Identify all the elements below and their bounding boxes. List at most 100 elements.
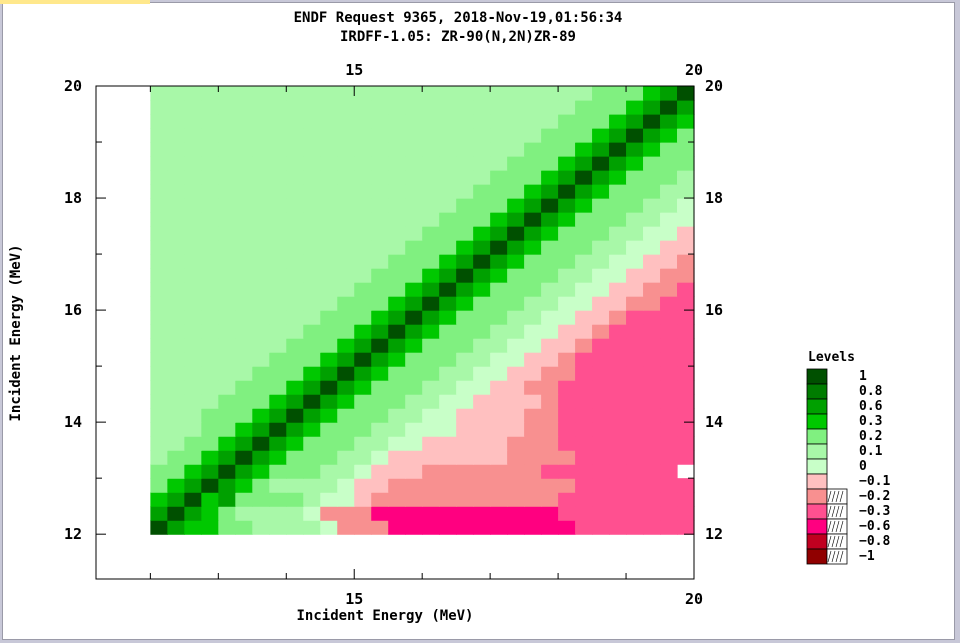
heatmap-cell	[235, 282, 253, 297]
legend-pattern-stroke	[839, 505, 844, 518]
heatmap-cell	[201, 212, 219, 227]
heatmap-cell	[592, 478, 610, 493]
heatmap-cell	[303, 310, 321, 325]
heatmap-cell	[677, 310, 695, 325]
heatmap-cell	[626, 492, 644, 507]
heatmap-cell	[150, 212, 168, 227]
heatmap-cell	[541, 198, 559, 213]
heatmap-cell	[371, 226, 389, 241]
heatmap-cell	[371, 408, 389, 423]
heatmap-cell	[388, 184, 406, 199]
heatmap-cell	[507, 324, 525, 339]
heatmap-cell	[660, 450, 678, 465]
heatmap-cell	[473, 506, 491, 521]
heatmap-cell	[388, 100, 406, 115]
heatmap-cell	[405, 324, 423, 339]
heatmap-cell	[184, 114, 202, 129]
heatmap-cell	[371, 184, 389, 199]
heatmap-cell	[558, 464, 576, 479]
heatmap-cell	[456, 226, 474, 241]
heatmap-cell	[422, 100, 440, 115]
heatmap-cell	[677, 268, 695, 283]
heatmap-cell	[507, 114, 525, 129]
heatmap-cell	[388, 254, 406, 269]
heatmap-cell	[592, 492, 610, 507]
heatmap-cell	[303, 240, 321, 255]
heatmap-cell	[422, 338, 440, 353]
heatmap-cell	[422, 324, 440, 339]
heatmap-cell	[150, 142, 168, 157]
heatmap-cell	[320, 506, 338, 521]
heatmap-cell	[184, 212, 202, 227]
heatmap-cell	[541, 268, 559, 283]
heatmap-cell	[524, 184, 542, 199]
heatmap-cell	[286, 366, 304, 381]
heatmap-cell	[422, 86, 440, 101]
heatmap-cell	[371, 170, 389, 185]
heatmap-cell	[218, 464, 236, 479]
heatmap-cell	[320, 478, 338, 493]
heatmap-cell	[592, 296, 610, 311]
heatmap-cell	[150, 324, 168, 339]
heatmap-cell	[218, 352, 236, 367]
heatmap-cell	[269, 450, 287, 465]
heatmap-cell	[456, 86, 474, 101]
heatmap-cell	[388, 352, 406, 367]
heatmap-cell	[473, 156, 491, 171]
heatmap-cell	[609, 352, 627, 367]
heatmap-cell	[354, 478, 372, 493]
heatmap-cell	[150, 506, 168, 521]
heatmap-cell	[354, 240, 372, 255]
heatmap-cell	[575, 408, 593, 423]
heatmap-cell	[286, 268, 304, 283]
heatmap-cell	[371, 282, 389, 297]
y-tick-label-left: 16	[64, 301, 82, 319]
heatmap-cell	[473, 310, 491, 325]
y-tick-label-left: 14	[64, 413, 82, 431]
heatmap-cell	[184, 366, 202, 381]
heatmap-cell	[558, 282, 576, 297]
heatmap-cell	[218, 380, 236, 395]
heatmap-cell	[354, 226, 372, 241]
heatmap-cell	[541, 282, 559, 297]
heatmap-cell	[184, 128, 202, 143]
heatmap-cell	[677, 128, 695, 143]
heatmap-cell	[626, 436, 644, 451]
heatmap-cell	[473, 352, 491, 367]
heatmap-cell	[660, 268, 678, 283]
heatmap-cell	[439, 464, 457, 479]
legend-pattern-stroke	[831, 490, 836, 503]
heatmap-cell	[252, 240, 270, 255]
heatmap-cell	[439, 86, 457, 101]
heatmap-cell	[575, 114, 593, 129]
heatmap-cell	[490, 296, 508, 311]
heatmap-cell	[626, 366, 644, 381]
heatmap-cell	[405, 338, 423, 353]
heatmap-cell	[252, 380, 270, 395]
heatmap-cell	[524, 296, 542, 311]
x-tick-label-bottom: 15	[345, 590, 363, 608]
heatmap-cell	[286, 408, 304, 423]
heatmap-cell	[575, 520, 593, 535]
heatmap-cell	[286, 156, 304, 171]
heatmap-cell	[371, 128, 389, 143]
heatmap-cell	[422, 450, 440, 465]
window-scroll-strip[interactable]	[955, 0, 960, 643]
heatmap-cell	[524, 506, 542, 521]
heatmap-cell	[388, 394, 406, 409]
heatmap-cell	[507, 100, 525, 115]
heatmap-cell	[660, 296, 678, 311]
heatmap-cell	[354, 422, 372, 437]
heatmap-cell	[609, 366, 627, 381]
heatmap-cell	[626, 114, 644, 129]
heatmap-cell	[507, 394, 525, 409]
heatmap-cell	[575, 268, 593, 283]
legend-pattern-stroke	[827, 520, 832, 533]
heatmap-cell	[405, 296, 423, 311]
heatmap-cell	[643, 492, 661, 507]
heatmap-cell	[575, 282, 593, 297]
legend-swatch	[806, 413, 828, 430]
legend-swatch	[806, 533, 828, 550]
heatmap-cell	[405, 86, 423, 101]
